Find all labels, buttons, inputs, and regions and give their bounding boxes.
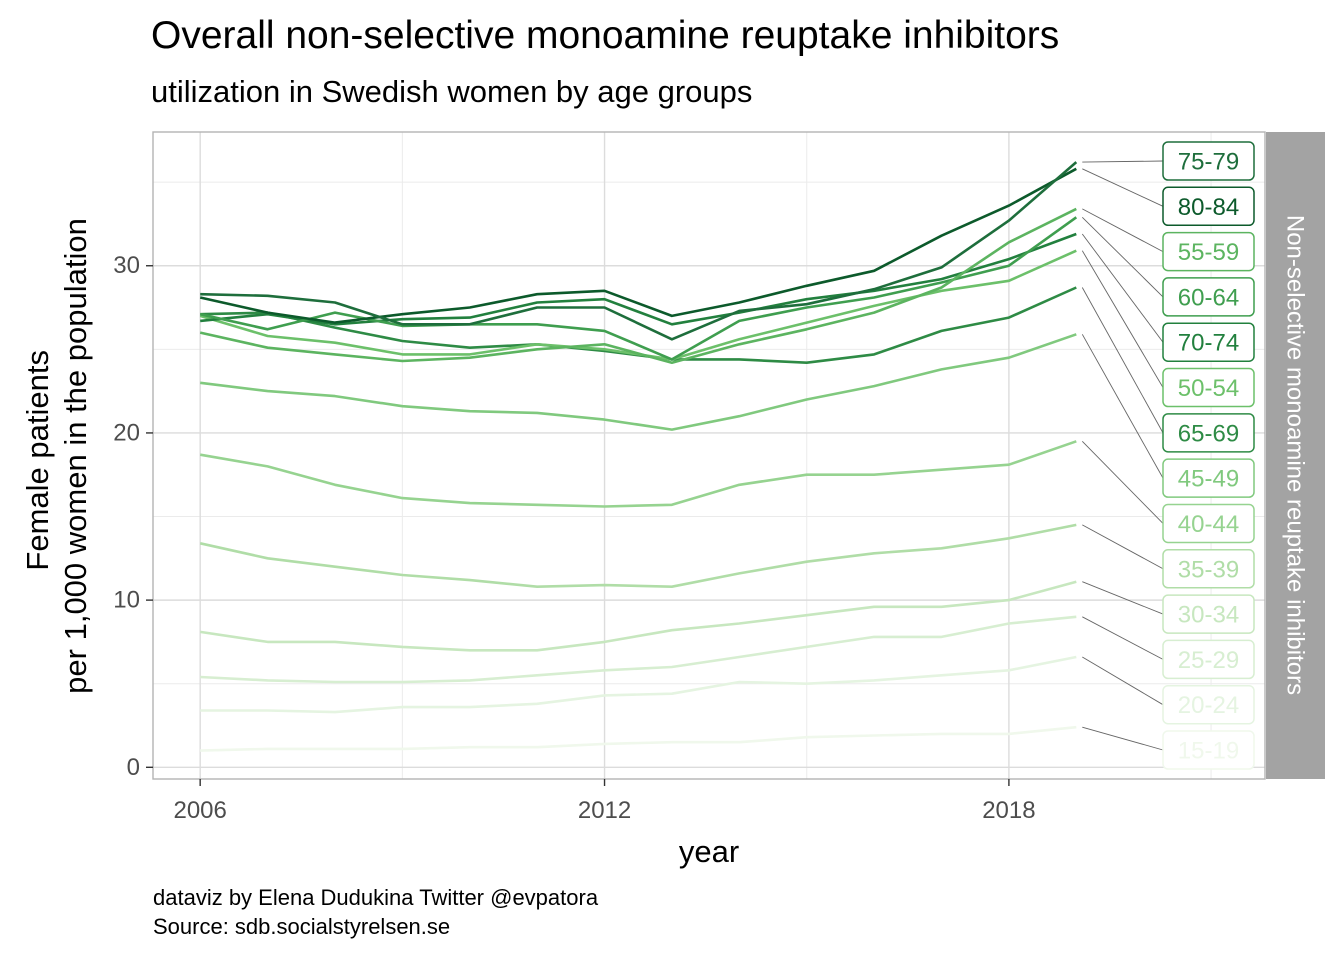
series-label-box-25-29 [1162,639,1255,680]
series-label-box-35-39 [1162,549,1255,589]
series-label-box-15-19 [1162,730,1255,770]
series-label-40-44: 40-44 [1178,511,1239,538]
y-axis-title: Female patients per 1,000 women in the p… [20,218,93,694]
series-label-60-64: 60-64 [1178,284,1239,311]
series-line-20-24 [200,655,1077,714]
series-label-35-39: 35-39 [1178,556,1239,583]
leader-line-65-69 [1081,287,1164,434]
leader-line-35-39 [1082,524,1164,570]
series-lines [199,161,1078,752]
series-label-box-70-74 [1162,322,1255,362]
leader-line-45-49 [1081,334,1164,479]
series-label-45-49: 45-49 [1178,466,1239,493]
x-tick-label: 2006 [173,797,226,824]
leader-line-60-64 [1081,216,1164,298]
series-label-75-79: 75-79 [1178,149,1239,176]
y-axis-title-line-1: Female patients [20,350,55,571]
facet-strip-label: Non-selective monoamine reuptake inhibit… [1282,215,1309,695]
chart-subtitle: utilization in Swedish women by age grou… [151,74,753,109]
chart-title: Overall non-selective monoamine reuptake… [151,14,1060,57]
series-label-20-24: 20-24 [1178,692,1239,719]
series-line-75-79 [200,161,1078,341]
y-tick-label: 30 [113,252,140,279]
y-tick-label: 10 [113,587,140,614]
series-label-box-55-59 [1162,231,1255,272]
series-line-45-49 [200,333,1077,431]
x-tick-label: 2018 [982,797,1035,824]
x-tick-label: 2012 [578,797,631,824]
series-label-70-74: 70-74 [1178,330,1239,357]
series-label-box-45-49 [1162,458,1255,498]
series-label-box-50-54 [1162,367,1255,408]
series-line-35-39 [199,523,1077,589]
y-tick-label: 20 [113,419,140,446]
series-line-80-84 [199,167,1077,324]
y-axis-title-line-2: per 1,000 women in the population [58,218,93,694]
series-label-80-84: 80-84 [1178,194,1239,221]
series-label-box-20-24 [1162,684,1255,725]
series-line-70-74 [200,232,1077,326]
leader-line-50-54 [1081,250,1164,388]
leader-line-40-44 [1081,440,1164,524]
series-label-box-75-79 [1162,141,1255,181]
label-leader-lines [1081,160,1164,751]
series-labels: 75-79 80-84 55-59 60-64 70-74 50-54 65-69 45-49… [1162,141,1255,770]
leader-line-20-24 [1082,656,1164,706]
series-label-50-54: 50-54 [1178,375,1239,402]
plot-panel-background [153,132,1265,779]
leader-line-55-59 [1082,208,1164,253]
leader-line-75-79 [1082,160,1164,163]
series-line-40-44 [199,440,1077,508]
y-tick-label: 0 [127,754,140,781]
axes: 2006 2012 2018 0 10 20 30 [113,252,1035,824]
series-label-box-65-69 [1162,413,1255,453]
series-label-box-30-34 [1162,594,1255,634]
series-line-15-19 [200,725,1077,752]
series-label-65-69: 65-69 [1178,420,1239,447]
series-label-25-29: 25-29 [1178,647,1239,674]
series-line-60-64 [199,216,1078,361]
series-label-box-80-84 [1162,186,1255,227]
x-axis-title: year [679,834,739,869]
facet-strip: Non-selective monoamine reuptake inhibit… [1266,132,1325,779]
series-label-box-40-44 [1162,503,1255,544]
series-line-25-29 [200,615,1077,684]
leader-line-80-84 [1082,168,1164,207]
leader-line-30-34 [1082,581,1164,615]
plot-panel-border [152,131,1266,780]
series-line-30-34 [200,580,1077,652]
leader-line-25-29 [1082,616,1164,660]
series-label-55-59: 55-59 [1178,239,1239,266]
series-label-15-19: 15-19 [1178,738,1239,765]
series-label-box-60-64 [1162,277,1255,317]
leader-line-15-19 [1082,726,1164,751]
caption-source: Source: sdb.socialstyrelsen.se [153,914,451,939]
leader-line-70-74 [1081,233,1164,343]
caption-credit: dataviz by Elena Dudukina Twitter @evpat… [153,885,599,910]
series-label-30-34: 30-34 [1178,602,1239,629]
series-line-55-59 [199,207,1077,365]
